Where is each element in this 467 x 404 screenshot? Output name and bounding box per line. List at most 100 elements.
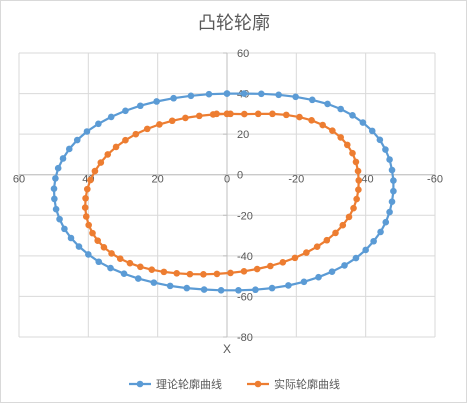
data-point bbox=[368, 127, 376, 135]
data-point bbox=[382, 146, 389, 153]
data-point bbox=[303, 249, 310, 256]
data-point bbox=[313, 243, 321, 251]
data-point bbox=[324, 100, 331, 108]
series-line bbox=[52, 92, 395, 292]
data-point bbox=[349, 149, 356, 157]
data-point bbox=[122, 136, 129, 144]
data-point bbox=[388, 166, 396, 174]
data-point bbox=[52, 205, 60, 213]
data-point bbox=[56, 215, 63, 223]
data-point bbox=[183, 284, 191, 292]
y-tick-label: 20 bbox=[237, 129, 249, 141]
legend: 理论轮廓曲线 实际轮廓曲线 bbox=[129, 377, 340, 391]
data-point bbox=[166, 282, 174, 290]
data-point bbox=[120, 270, 128, 278]
data-point bbox=[291, 254, 299, 262]
data-point bbox=[156, 121, 163, 128]
data-point bbox=[390, 187, 397, 195]
data-point bbox=[227, 269, 234, 277]
data-point bbox=[343, 141, 351, 149]
data-point bbox=[332, 229, 339, 237]
data-point bbox=[282, 111, 290, 119]
data-point bbox=[89, 229, 96, 237]
data-point bbox=[268, 284, 276, 292]
series-line bbox=[84, 112, 360, 276]
data-point bbox=[112, 143, 120, 151]
data-point bbox=[108, 250, 115, 257]
data-point bbox=[52, 175, 59, 182]
data-point bbox=[269, 110, 276, 118]
data-point bbox=[73, 136, 81, 144]
data-point bbox=[200, 271, 207, 278]
data-point bbox=[386, 208, 393, 216]
data-point bbox=[85, 221, 92, 229]
data-point bbox=[200, 286, 208, 293]
data-point bbox=[107, 113, 115, 121]
y-tick-label: 60 bbox=[237, 48, 249, 60]
data-point bbox=[182, 114, 189, 122]
data-point bbox=[235, 287, 242, 294]
data-point bbox=[352, 254, 360, 262]
data-point bbox=[82, 194, 89, 202]
data-point bbox=[345, 213, 353, 221]
data-point bbox=[223, 90, 231, 97]
data-point bbox=[150, 279, 158, 286]
y-tick-label: 0 bbox=[237, 170, 243, 182]
plot-area bbox=[50, 90, 397, 294]
data-point bbox=[279, 259, 287, 266]
x-tick-label: -40 bbox=[358, 174, 374, 186]
data-point bbox=[205, 90, 213, 98]
data-point bbox=[285, 282, 292, 289]
data-point bbox=[213, 270, 221, 278]
data-point bbox=[65, 145, 73, 153]
data-point bbox=[359, 119, 367, 126]
data-point bbox=[370, 237, 377, 245]
data-point bbox=[362, 246, 369, 254]
data-point bbox=[137, 263, 144, 271]
data-point bbox=[87, 176, 94, 184]
data-point bbox=[97, 159, 105, 166]
data-point bbox=[339, 221, 347, 229]
data-point bbox=[341, 262, 348, 269]
data-point bbox=[388, 198, 396, 205]
data-point bbox=[173, 270, 181, 277]
data-point bbox=[187, 92, 195, 100]
chart-title: 凸轮轮廓 bbox=[198, 13, 270, 34]
data-point bbox=[350, 204, 357, 212]
series-1 bbox=[50, 90, 397, 294]
data-point bbox=[134, 275, 142, 282]
data-point bbox=[186, 270, 194, 278]
data-point bbox=[104, 151, 112, 158]
data-point bbox=[241, 110, 248, 118]
data-point bbox=[217, 287, 225, 294]
y-tick-label: -20 bbox=[237, 210, 253, 222]
data-point bbox=[323, 236, 331, 244]
data-point bbox=[116, 255, 124, 262]
series-2 bbox=[81, 110, 363, 278]
data-point bbox=[254, 110, 262, 118]
data-point bbox=[319, 121, 326, 129]
data-point bbox=[382, 218, 390, 226]
data-point bbox=[328, 268, 336, 275]
legend-label: 实际轮廓曲线 bbox=[274, 377, 340, 391]
data-point bbox=[160, 268, 168, 276]
data-point bbox=[61, 225, 68, 233]
data-point bbox=[315, 273, 322, 281]
data-point bbox=[390, 177, 397, 184]
data-point bbox=[100, 244, 108, 251]
data-point bbox=[252, 286, 259, 294]
data-point bbox=[137, 102, 144, 110]
data-point bbox=[258, 90, 265, 98]
data-point bbox=[170, 94, 177, 102]
data-point bbox=[126, 259, 134, 267]
data-point bbox=[153, 98, 160, 105]
data-point bbox=[337, 134, 345, 141]
data-point bbox=[223, 110, 231, 118]
data-point bbox=[337, 105, 345, 113]
y-tick-label: -80 bbox=[237, 332, 253, 344]
data-point bbox=[95, 120, 102, 128]
y-tick-label: -40 bbox=[237, 251, 253, 263]
data-point bbox=[83, 185, 91, 193]
data-point bbox=[85, 251, 92, 258]
